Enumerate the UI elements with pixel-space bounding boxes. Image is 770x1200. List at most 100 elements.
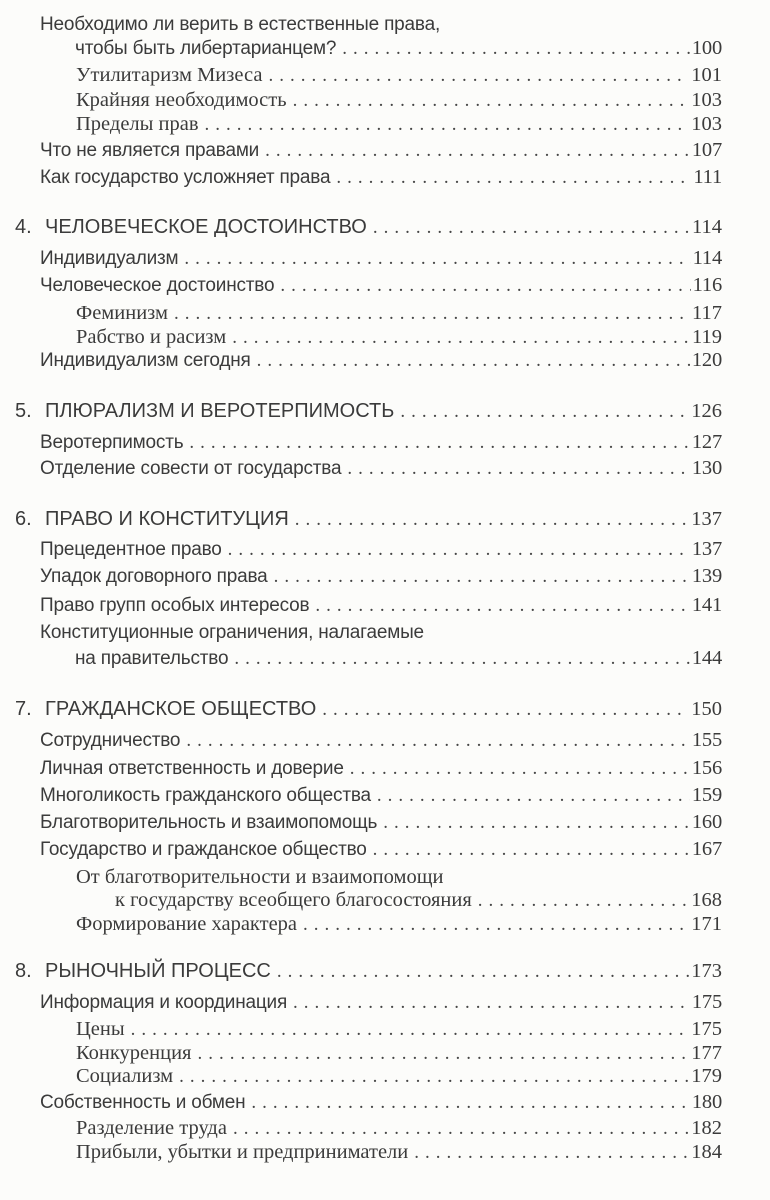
chapter-number: 4. (15, 216, 32, 238)
entry-title: Индивидуализм сегодня (40, 350, 251, 371)
toc-entry: Конституционные ограничения, налагаемые (0, 622, 722, 648)
toc-chapter: 5. ПЛЮРАЛИЗМ И ВЕРОТЕРПИМОСТЬ............… (0, 400, 722, 426)
toc-entry: Личная ответственность и доверие........… (0, 757, 722, 783)
toc-entry: Собственность и обмен...................… (0, 1091, 722, 1117)
entry-title: Сотрудничество (40, 730, 181, 751)
toc-entry: Необходимо ли верить в естественные прав… (0, 14, 722, 40)
entry-title: Социализм (76, 1065, 174, 1087)
page-number: 167 (691, 838, 722, 860)
toc-entry: Что не является правами.................… (0, 139, 722, 165)
entry-title: Благотворительность и взаимопомощь (40, 812, 378, 833)
entry-title: на правительство (75, 648, 229, 669)
dot-leader: ........................................… (322, 699, 689, 720)
dot-leader: ........................................… (189, 432, 689, 453)
page-number: 119 (692, 326, 722, 348)
page-number: 127 (691, 431, 722, 453)
entry-title: Разделение труда (76, 1117, 227, 1139)
entry-title: Упадок договорного права (40, 566, 268, 587)
page-number: 114 (692, 247, 723, 269)
chapter-number: 8. (15, 960, 32, 982)
page-number: 103 (691, 113, 722, 135)
page-number: 139 (691, 565, 722, 587)
page-number: 175 (691, 991, 722, 1013)
entry-title: От благотворительности и взаимопомощи (76, 866, 444, 888)
entry-title: Личная ответственность и доверие (40, 758, 344, 779)
dot-leader: ........................................… (186, 730, 690, 751)
entry-title: Индивидуализм (40, 248, 179, 269)
dot-leader: ........................................… (234, 648, 690, 669)
toc-entry: Отделение совести от государства........… (0, 457, 722, 483)
entry-title: чтобы быть либертарианцем? (75, 38, 337, 59)
entry-title: Рабство и расизм (76, 326, 227, 348)
entry-title: Государство и гражданское общество (40, 839, 367, 860)
entry-title: ЧЕЛОВЕЧЕСКОЕ ДОСТОИНСТВО (45, 216, 367, 238)
entry-title: Феминизм (76, 302, 168, 324)
page-number: 116 (692, 274, 723, 296)
dot-leader: ........................................… (372, 839, 690, 860)
entry-title: Конституционные ограничения, налагаемые (40, 622, 424, 643)
dot-leader: ........................................… (347, 458, 690, 479)
page-number: 107 (691, 139, 722, 161)
dot-leader: ........................................… (383, 812, 690, 833)
entry-title: Что не является правами (40, 140, 260, 161)
page-number: 130 (691, 457, 722, 479)
chapter-number: 5. (15, 400, 32, 422)
dot-leader: ........................................… (184, 248, 690, 269)
toc-entry: От благотворительности и взаимопомощи (0, 866, 722, 892)
dot-leader: ........................................… (130, 1019, 690, 1040)
toc-entry: Пределы прав............................… (0, 113, 722, 139)
dot-leader: ........................................… (376, 785, 690, 806)
dot-leader: ........................................… (204, 114, 690, 135)
page-number: 182 (691, 1117, 722, 1139)
page-number: 137 (691, 508, 722, 530)
toc-entry: Индивидуализм...........................… (0, 247, 722, 273)
dot-leader: ........................................… (315, 595, 690, 616)
entry-title: Человеческое достоинство (40, 275, 275, 296)
page-number: 137 (691, 538, 722, 560)
entry-title: Многоликость гражданского общества (40, 785, 371, 806)
page-number: 150 (691, 698, 722, 720)
chapter-number: 6. (15, 508, 32, 530)
toc-entry: Сотрудничество..........................… (0, 729, 722, 755)
page-number: 120 (691, 349, 722, 371)
toc-entry: Упадок договорного права................… (0, 565, 722, 591)
page-number: 114 (692, 216, 722, 238)
dot-leader: ........................................… (197, 1043, 689, 1064)
toc-chapter: 7. ГРАЖДАНСКОЕ ОБЩЕСТВО..................… (0, 698, 722, 724)
dot-leader: ........................................… (273, 566, 690, 587)
dot-leader: ........................................… (372, 217, 690, 238)
page-number: 100 (691, 37, 722, 59)
toc-entry: Прецедентное право......................… (0, 538, 722, 564)
toc-entry: Человеческое достоинство................… (0, 274, 722, 300)
toc-entry: Благотворительность и взаимопомощь......… (0, 811, 722, 837)
toc-entry: чтобы быть либертарианцем?..............… (0, 37, 722, 63)
page-number: 141 (691, 594, 722, 616)
toc-entry: Прибыли, убытки и предприниматели.......… (0, 1141, 722, 1167)
dot-leader: ........................................… (342, 38, 690, 59)
dot-leader: ........................................… (276, 961, 690, 982)
dot-leader: ........................................… (173, 303, 690, 324)
toc-entry: Государство и гражданское общество......… (0, 838, 722, 864)
toc-chapter: 4. ЧЕЛОВЕЧЕСКОЕ ДОСТОИНСТВО..............… (0, 216, 722, 242)
page-number: 168 (691, 889, 722, 911)
page-number: 179 (691, 1065, 722, 1087)
dot-leader: ........................................… (251, 1092, 689, 1113)
toc-entry: Как государство усложняет права.........… (0, 166, 722, 192)
entry-title: РЫНОЧНЫЙ ПРОЦЕСС (45, 960, 271, 982)
page-number: 126 (691, 400, 722, 422)
dot-leader: ........................................… (256, 350, 690, 371)
entry-title: Пределы прав (76, 113, 199, 135)
entry-title: Информация и координация (40, 992, 288, 1013)
page-number: 173 (691, 960, 722, 982)
entry-title: Крайняя необходимость (76, 89, 287, 111)
page-number: 101 (691, 64, 722, 86)
toc-entry: Цены....................................… (0, 1018, 722, 1044)
entry-title: Конкуренция (76, 1042, 192, 1064)
dot-leader: ........................................… (232, 327, 690, 348)
page-number: 175 (691, 1018, 722, 1040)
entry-title: к государству всеобщего благосостояния (115, 889, 472, 911)
dot-leader: ........................................… (294, 509, 690, 530)
toc-entry: к государству всеобщего благосостояния..… (0, 889, 722, 915)
page-number: 117 (692, 302, 722, 324)
dot-leader: ........................................… (227, 539, 690, 560)
